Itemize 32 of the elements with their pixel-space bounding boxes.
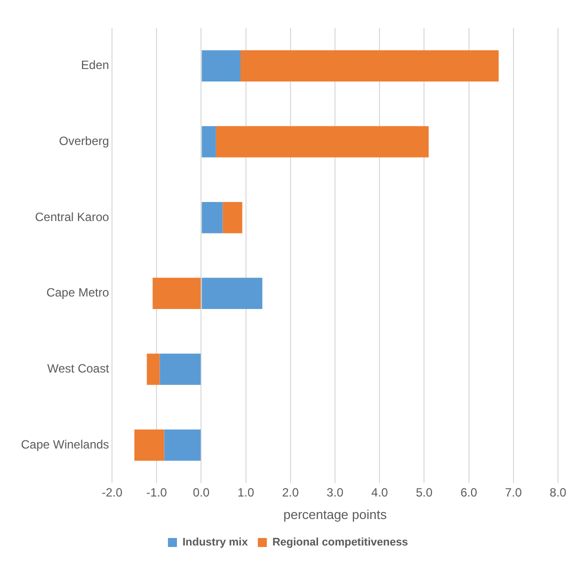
x-tick-label: -1.0 [146, 486, 168, 500]
bar [146, 354, 160, 385]
x-tick-label: 8.0 [550, 486, 567, 500]
x-axis-title: percentage points [283, 506, 388, 522]
bar [216, 126, 429, 158]
y-tick-label: Cape Metro [46, 286, 110, 300]
legend-label: Regional competitiveness [272, 536, 408, 549]
bar [222, 202, 242, 234]
x-tick-label: 1.0 [237, 486, 254, 500]
y-tick-label: Central Karoo [35, 210, 110, 224]
x-tick-label: 0.0 [192, 486, 210, 500]
bar [202, 278, 262, 310]
y-tick-label: Overberg [59, 134, 110, 148]
bar [164, 429, 201, 461]
x-tick-label: 3.0 [326, 486, 344, 500]
y-tick-label: West Coast [47, 362, 110, 376]
x-tick-label: 7.0 [505, 486, 522, 500]
bar [202, 126, 216, 158]
bar [160, 354, 201, 385]
y-tick-label: Eden [81, 58, 110, 72]
x-tick-label: 4.0 [371, 486, 388, 500]
x-tick-label: 2.0 [282, 486, 300, 500]
x-tick-label: 6.0 [460, 486, 478, 500]
bar [202, 50, 240, 82]
x-tick-label: -2.0 [102, 486, 123, 500]
bar [202, 202, 223, 234]
bar [240, 50, 499, 82]
x-tick-label: 5.0 [416, 486, 433, 500]
y-tick-label: Cape Winelands [20, 437, 110, 452]
bar [152, 278, 201, 310]
bar [134, 429, 164, 461]
legend-label: Industry mix [182, 536, 249, 549]
